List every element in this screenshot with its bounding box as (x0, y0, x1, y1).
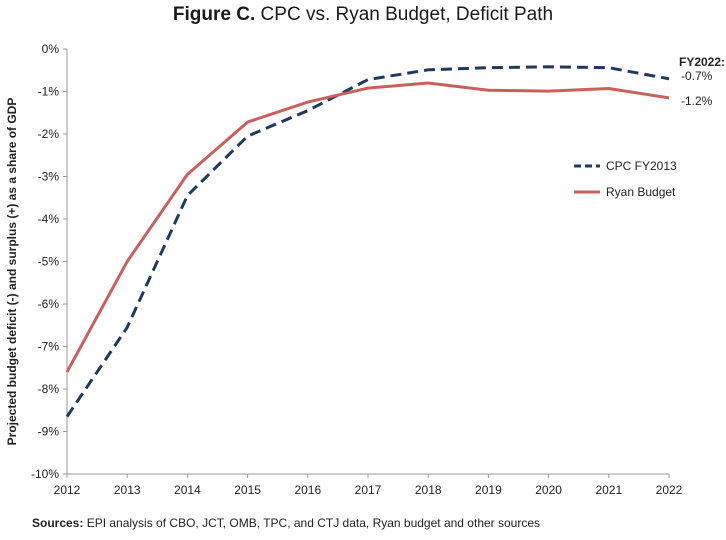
y-tick-label: -7% (38, 340, 60, 354)
y-tick-label: 0% (42, 42, 60, 56)
x-tick-label: 2021 (595, 483, 622, 497)
y-tick-label: -5% (38, 255, 60, 269)
x-tick-label: 2020 (535, 483, 562, 497)
series-line-cpc-fy2013 (65, 65, 670, 418)
x-tick-label: 2016 (294, 483, 321, 497)
source-note: Sources: EPI analysis of CBO, JCT, OMB, … (32, 516, 540, 530)
source-label: Sources: (32, 516, 84, 530)
annotation-cpc-value: -0.7% (681, 69, 713, 83)
x-tick-label: 2017 (355, 483, 382, 497)
x-tick-label: 2022 (656, 483, 683, 497)
series-line-ryan-budget (65, 81, 670, 373)
y-tick-label: -10% (31, 467, 59, 481)
x-tick-label: 2015 (234, 483, 261, 497)
y-tick-label: -4% (38, 212, 60, 226)
x-tick-label: 2012 (54, 483, 81, 497)
y-tick-label: -3% (38, 170, 60, 184)
y-tick-label: -9% (38, 425, 60, 439)
chart-title: Figure C. CPC vs. Ryan Budget, Deficit P… (0, 4, 726, 26)
annotation-heading: FY2022: (679, 55, 725, 69)
y-axis-title: Projected budget deficit (-) and surplus… (5, 98, 19, 446)
chart-title-lead: Figure C. (172, 4, 256, 25)
x-tick-label: 2019 (475, 483, 502, 497)
y-tick-label: -1% (38, 85, 60, 99)
source-text: EPI analysis of CBO, JCT, OMB, TPC, and … (83, 516, 541, 530)
legend-label: Ryan Budget (606, 185, 676, 199)
legend-label: CPC FY2013 (606, 159, 677, 173)
y-tick-label: -2% (38, 127, 60, 141)
x-tick-label: 2014 (174, 483, 201, 497)
annotation-ryan-value: -1.2% (681, 94, 713, 108)
x-tick-label: 2018 (415, 483, 442, 497)
x-tick-label: 2013 (114, 483, 141, 497)
y-tick-label: -6% (38, 297, 60, 311)
y-tick-label: -8% (38, 382, 60, 396)
chart-title-text: CPC vs. Ryan Budget, Deficit Path (255, 4, 554, 25)
